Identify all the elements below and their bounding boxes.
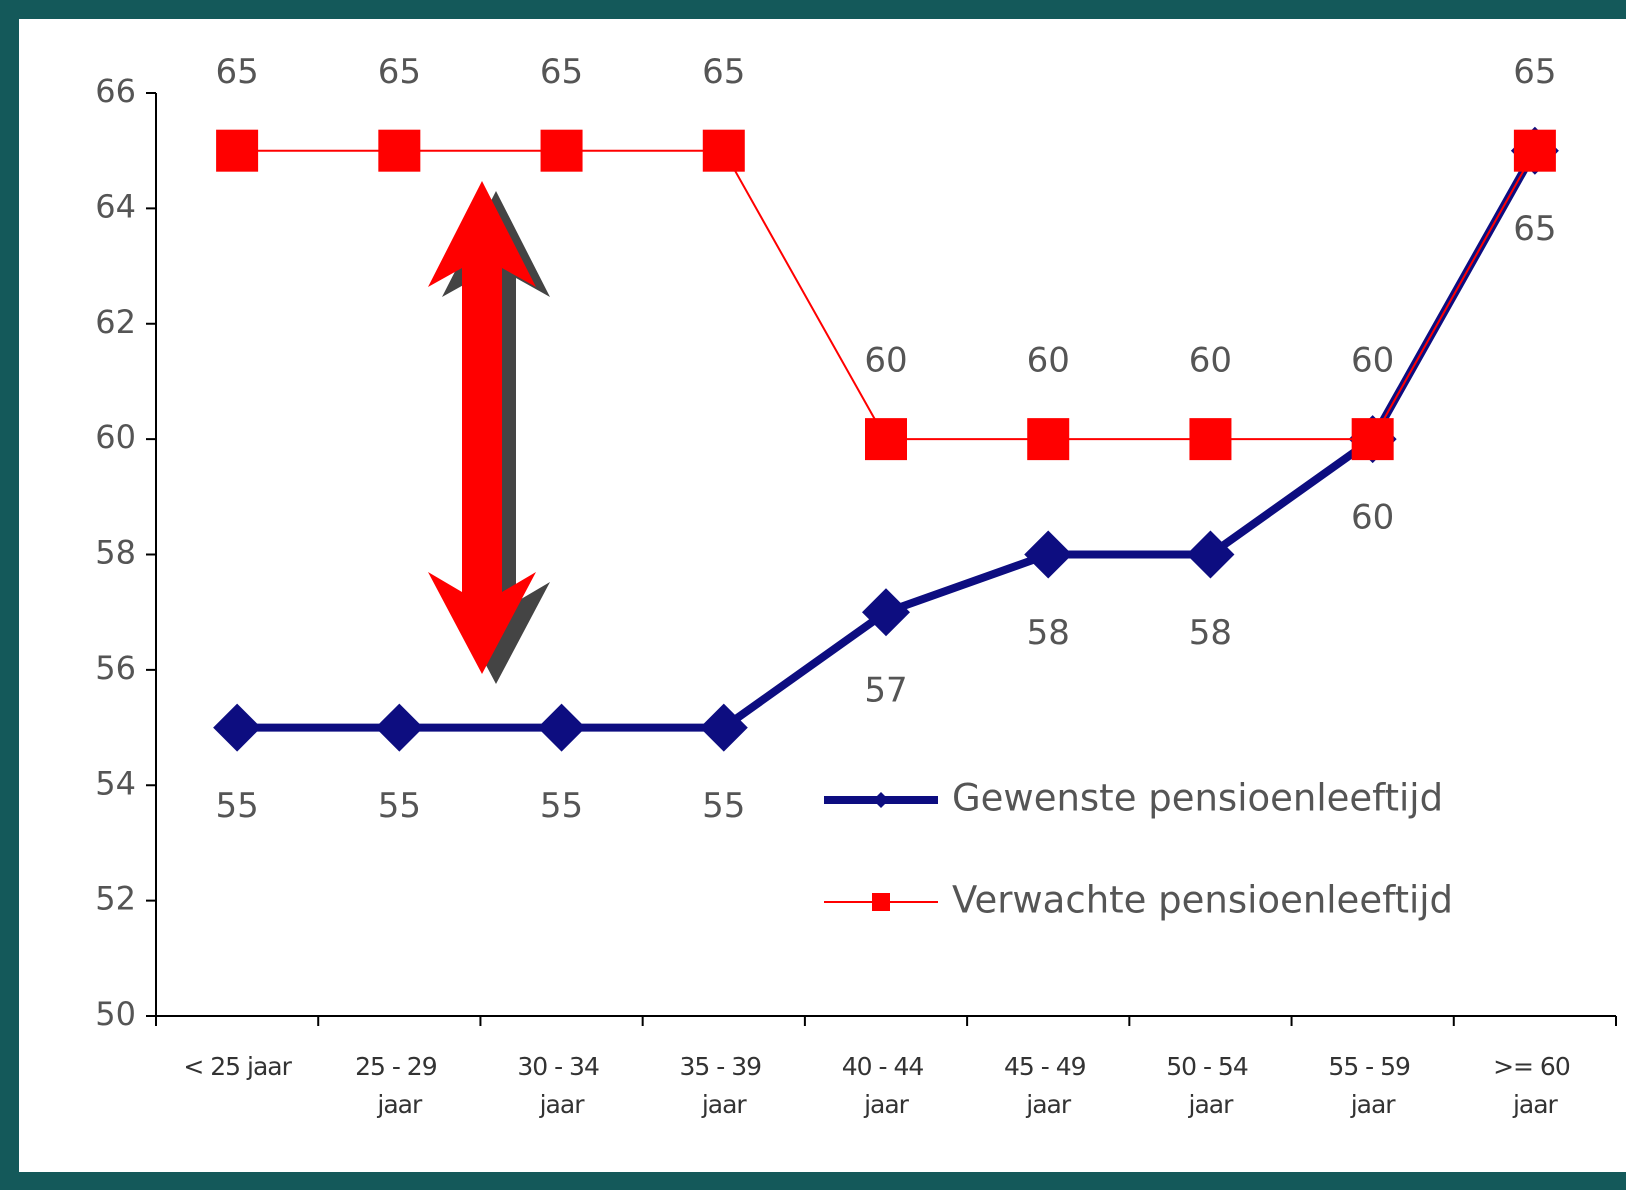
data-label: 65 — [378, 52, 421, 92]
series-layer: 55 55 55 55 57 58 58 60 65 65 65 65 65 60 60 60 60 65 — [213, 52, 1559, 826]
data-label: 60 — [1027, 341, 1070, 381]
y-tick-label: 66 — [95, 72, 136, 110]
x-tick-label: 25 - 29 jaar — [355, 1052, 443, 1119]
x-tick-label: < 25 jaar — [183, 1052, 292, 1081]
legend-marker — [873, 792, 889, 808]
point-marker — [1513, 129, 1556, 172]
point-marker — [537, 703, 586, 752]
point-marker — [378, 129, 421, 172]
data-label: 55 — [378, 786, 421, 826]
data-label: 55 — [215, 786, 258, 826]
x-tick-label: 45 - 49 jaar — [1004, 1052, 1092, 1119]
data-label: 55 — [540, 786, 583, 826]
point-marker — [1027, 418, 1070, 461]
data-label: 60 — [1351, 498, 1394, 538]
annotation-arrow — [428, 181, 550, 684]
x-tick-label: 55 - 59 jaar — [1328, 1052, 1416, 1119]
data-label: 65 — [702, 52, 745, 92]
y-tick-label: 52 — [95, 880, 136, 918]
legend: Gewenste pensioenleeftijd Verwachte pensi… — [824, 777, 1453, 922]
data-label: 58 — [1189, 613, 1232, 653]
data-label: 57 — [864, 671, 907, 711]
x-tick-label: 35 - 39 jaar — [680, 1052, 768, 1119]
point-marker — [699, 703, 748, 752]
point-marker — [1189, 418, 1232, 461]
point-marker — [213, 703, 262, 752]
point-marker — [702, 129, 745, 172]
x-tick-label: 50 - 54 jaar — [1166, 1052, 1254, 1119]
point-marker — [375, 703, 424, 752]
x-tick-label: 30 - 34 jaar — [517, 1052, 605, 1119]
data-label: 65 — [540, 52, 583, 92]
data-label: 60 — [864, 341, 907, 381]
data-label: 58 — [1027, 613, 1070, 653]
point-marker — [862, 588, 910, 637]
y-tick-label: 54 — [95, 764, 136, 802]
arrow — [428, 181, 536, 674]
point-marker — [1351, 418, 1394, 461]
data-label: 60 — [1189, 341, 1232, 381]
point-marker — [216, 129, 259, 172]
y-tick-label: 60 — [95, 418, 136, 456]
data-label: 55 — [702, 786, 745, 826]
y-tick-label: 62 — [95, 303, 136, 341]
point-marker — [1186, 530, 1235, 579]
y-tick-label: 64 — [95, 187, 136, 225]
y-tick-label: 56 — [95, 649, 136, 687]
y-tick-label: 50 — [95, 995, 136, 1033]
x-tick-label: 40 - 44 jaar — [842, 1052, 930, 1119]
axes: 50 52 54 56 58 60 62 64 66 < 25 jaar 25 - 29 jaar 3… — [95, 72, 1617, 1119]
data-label: 60 — [1351, 341, 1394, 381]
data-label: 65 — [215, 52, 258, 92]
data-label: 65 — [1513, 209, 1556, 249]
point-marker — [1024, 530, 1073, 579]
legend-label: Gewenste pensioenleeftijd — [952, 777, 1443, 820]
legend-marker — [872, 893, 890, 911]
data-label: 65 — [1513, 52, 1556, 92]
point-marker — [865, 418, 907, 461]
x-tick-label: >= 60 jaar — [1493, 1052, 1577, 1119]
plot-panel — [19, 19, 1626, 1172]
legend-label: Verwachte pensioenleeftijd — [952, 879, 1453, 922]
point-marker — [540, 129, 583, 172]
y-tick-label: 58 — [95, 534, 136, 572]
